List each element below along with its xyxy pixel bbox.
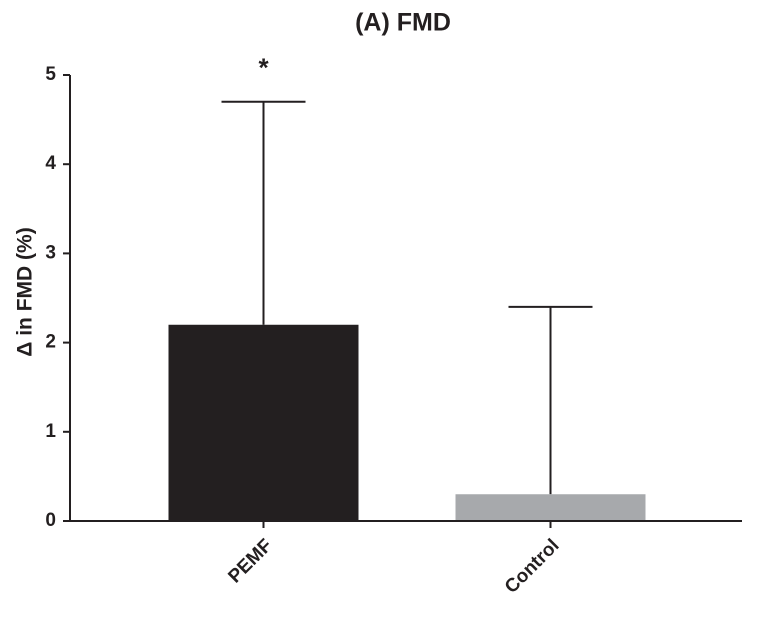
x-tick-label: PEMF (224, 535, 276, 587)
y-tick-label: 4 (45, 153, 56, 174)
annotation: * (258, 53, 269, 83)
y-tick-label: 3 (45, 242, 56, 263)
y-axis-label: Δ in FMD (%) (14, 227, 37, 356)
y-tick-label: 0 (45, 510, 56, 531)
y-tick-label: 2 (45, 332, 56, 353)
x-tick-label: Control (501, 535, 564, 598)
y-tick-label: 5 (45, 64, 56, 85)
y-tick-label: 1 (45, 421, 56, 442)
bar (168, 324, 359, 521)
chart-title: (A) FMD (355, 9, 451, 37)
bar (455, 494, 646, 521)
